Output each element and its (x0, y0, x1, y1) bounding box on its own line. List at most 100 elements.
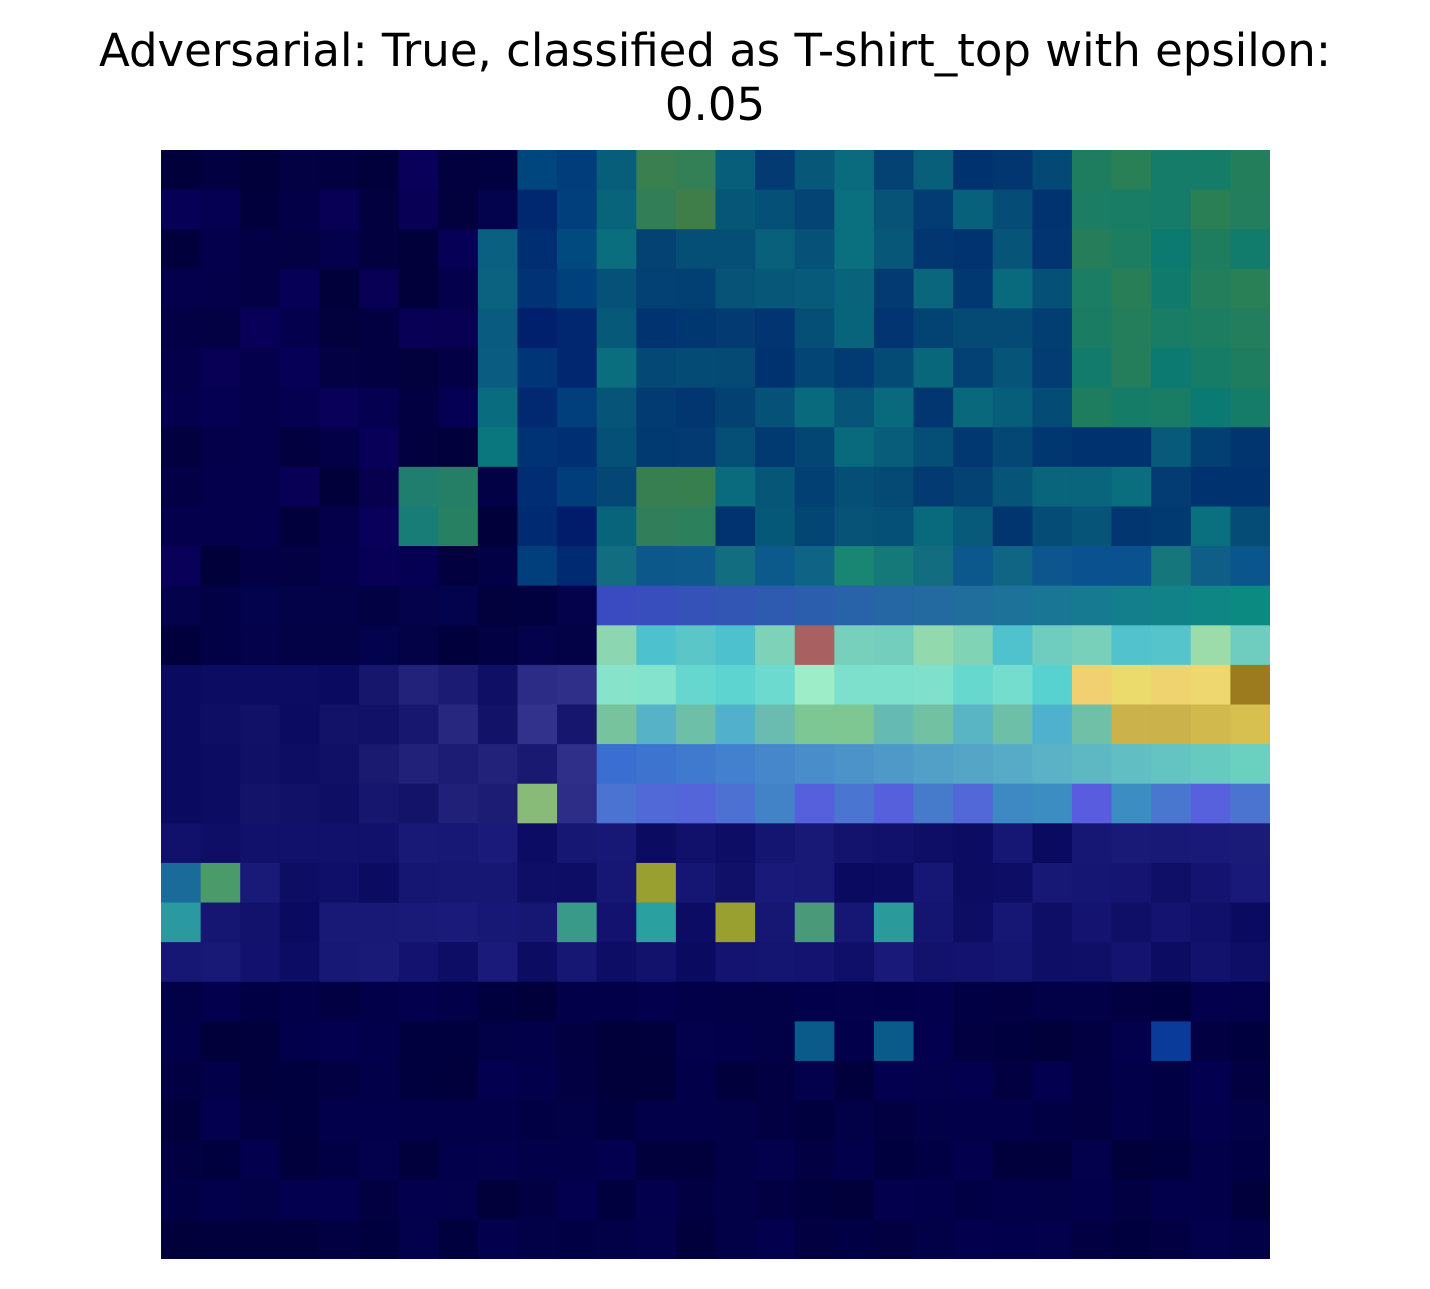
heatmap-plot-area (161, 150, 1270, 1259)
heatmap-cell (438, 1140, 479, 1181)
heatmap-cell (517, 664, 558, 706)
heatmap-cell (438, 150, 479, 191)
heatmap-cell (319, 902, 360, 943)
heatmap-cell (794, 902, 835, 943)
heatmap-cell (1190, 902, 1231, 943)
heatmap-cell (477, 546, 519, 587)
heatmap-cell (1230, 1060, 1270, 1102)
heatmap-cell (1151, 862, 1192, 904)
heatmap-cell (240, 1021, 281, 1062)
heatmap-cell (992, 664, 1033, 706)
heatmap-cell (1071, 1100, 1113, 1141)
heatmap-cell (913, 1100, 954, 1141)
heatmap-cell (279, 704, 321, 745)
heatmap-cell (715, 268, 756, 310)
heatmap-cell (161, 308, 202, 349)
heatmap-cell (913, 427, 954, 468)
heatmap-cell (398, 348, 439, 389)
heatmap-cell (161, 466, 202, 508)
heatmap-cell (319, 1140, 360, 1181)
heatmap-cell (913, 229, 954, 270)
heatmap-cell (1230, 387, 1270, 428)
heatmap-cell (1111, 1021, 1152, 1062)
heatmap-cell (636, 150, 677, 191)
heatmap-cell (1230, 981, 1270, 1022)
heatmap-cell (1111, 1179, 1152, 1220)
heatmap-cell (1230, 942, 1270, 983)
heatmap-cell (834, 1179, 875, 1220)
heatmap-cell (913, 981, 954, 1022)
heatmap-cell (438, 783, 479, 824)
heatmap-cell (953, 1100, 994, 1141)
heatmap-cell (438, 427, 479, 468)
heatmap-cell (715, 981, 756, 1022)
heatmap-cell (755, 1219, 796, 1259)
heatmap-cell (161, 942, 202, 983)
heatmap-cell (438, 1179, 479, 1220)
heatmap-cell (359, 348, 400, 389)
heatmap-cell (715, 1100, 756, 1141)
heatmap-cell (636, 942, 677, 983)
heatmap-cell (992, 229, 1033, 270)
heatmap-cell (1032, 1021, 1073, 1062)
heatmap-cell (200, 546, 241, 587)
heatmap-cell (240, 744, 281, 785)
heatmap-cell (913, 189, 954, 230)
heatmap-cell (517, 1021, 558, 1062)
heatmap-cell (636, 348, 677, 389)
heatmap-cell (873, 704, 915, 745)
heatmap-cell (1111, 1219, 1152, 1259)
heatmap-cell (913, 387, 954, 428)
heatmap-cell (1032, 744, 1073, 785)
heatmap-cell (279, 862, 321, 904)
heatmap-cell (992, 1219, 1033, 1259)
heatmap-cell (1032, 308, 1073, 349)
heatmap-cell (1190, 704, 1231, 745)
heatmap-cell (240, 942, 281, 983)
heatmap-cell (873, 902, 915, 943)
heatmap-cell (636, 783, 677, 824)
heatmap-cell (1071, 1140, 1113, 1181)
heatmap-cell (200, 1100, 241, 1141)
heatmap-cell (1032, 268, 1073, 310)
heatmap-cell (200, 981, 241, 1022)
heatmap-cell (1111, 189, 1152, 230)
heatmap-cell (1190, 427, 1231, 468)
heatmap-cell (794, 427, 835, 468)
heatmap-cell (794, 1021, 835, 1062)
heatmap-cell (319, 1219, 360, 1259)
heatmap-cell (953, 387, 994, 428)
heatmap-cell (557, 1060, 598, 1102)
heatmap-cell (596, 427, 637, 468)
heatmap-cell (873, 189, 915, 230)
heatmap-cell (755, 268, 796, 310)
chart-title: Adversarial: True, classified as T-shirt… (0, 24, 1430, 132)
heatmap-cell (517, 981, 558, 1022)
heatmap-cell (477, 466, 519, 508)
heatmap-cell (1151, 783, 1192, 824)
heatmap-cell (517, 1219, 558, 1259)
heatmap-cell (240, 664, 281, 706)
heatmap-cell (240, 466, 281, 508)
heatmap-cell (240, 348, 281, 389)
heatmap-cell (1230, 150, 1270, 191)
heatmap-cell (279, 150, 321, 191)
heatmap-cell (755, 229, 796, 270)
heatmap (161, 150, 1270, 1259)
heatmap-cell (1230, 308, 1270, 349)
heatmap-cell (240, 1100, 281, 1141)
heatmap-cell (319, 783, 360, 824)
heatmap-cell (1151, 1060, 1192, 1102)
heatmap-cell (755, 150, 796, 191)
heatmap-cell (1190, 823, 1231, 864)
heatmap-cell (200, 1219, 241, 1259)
heatmap-cell (477, 862, 519, 904)
heatmap-cell (675, 585, 717, 626)
heatmap-cell (319, 268, 360, 310)
heatmap-cell (636, 704, 677, 745)
heatmap-cell (1032, 981, 1073, 1022)
heatmap-cell (675, 1140, 717, 1181)
heatmap-cell (953, 506, 994, 547)
heatmap-cell (398, 902, 439, 943)
heatmap-cell (1190, 387, 1231, 428)
